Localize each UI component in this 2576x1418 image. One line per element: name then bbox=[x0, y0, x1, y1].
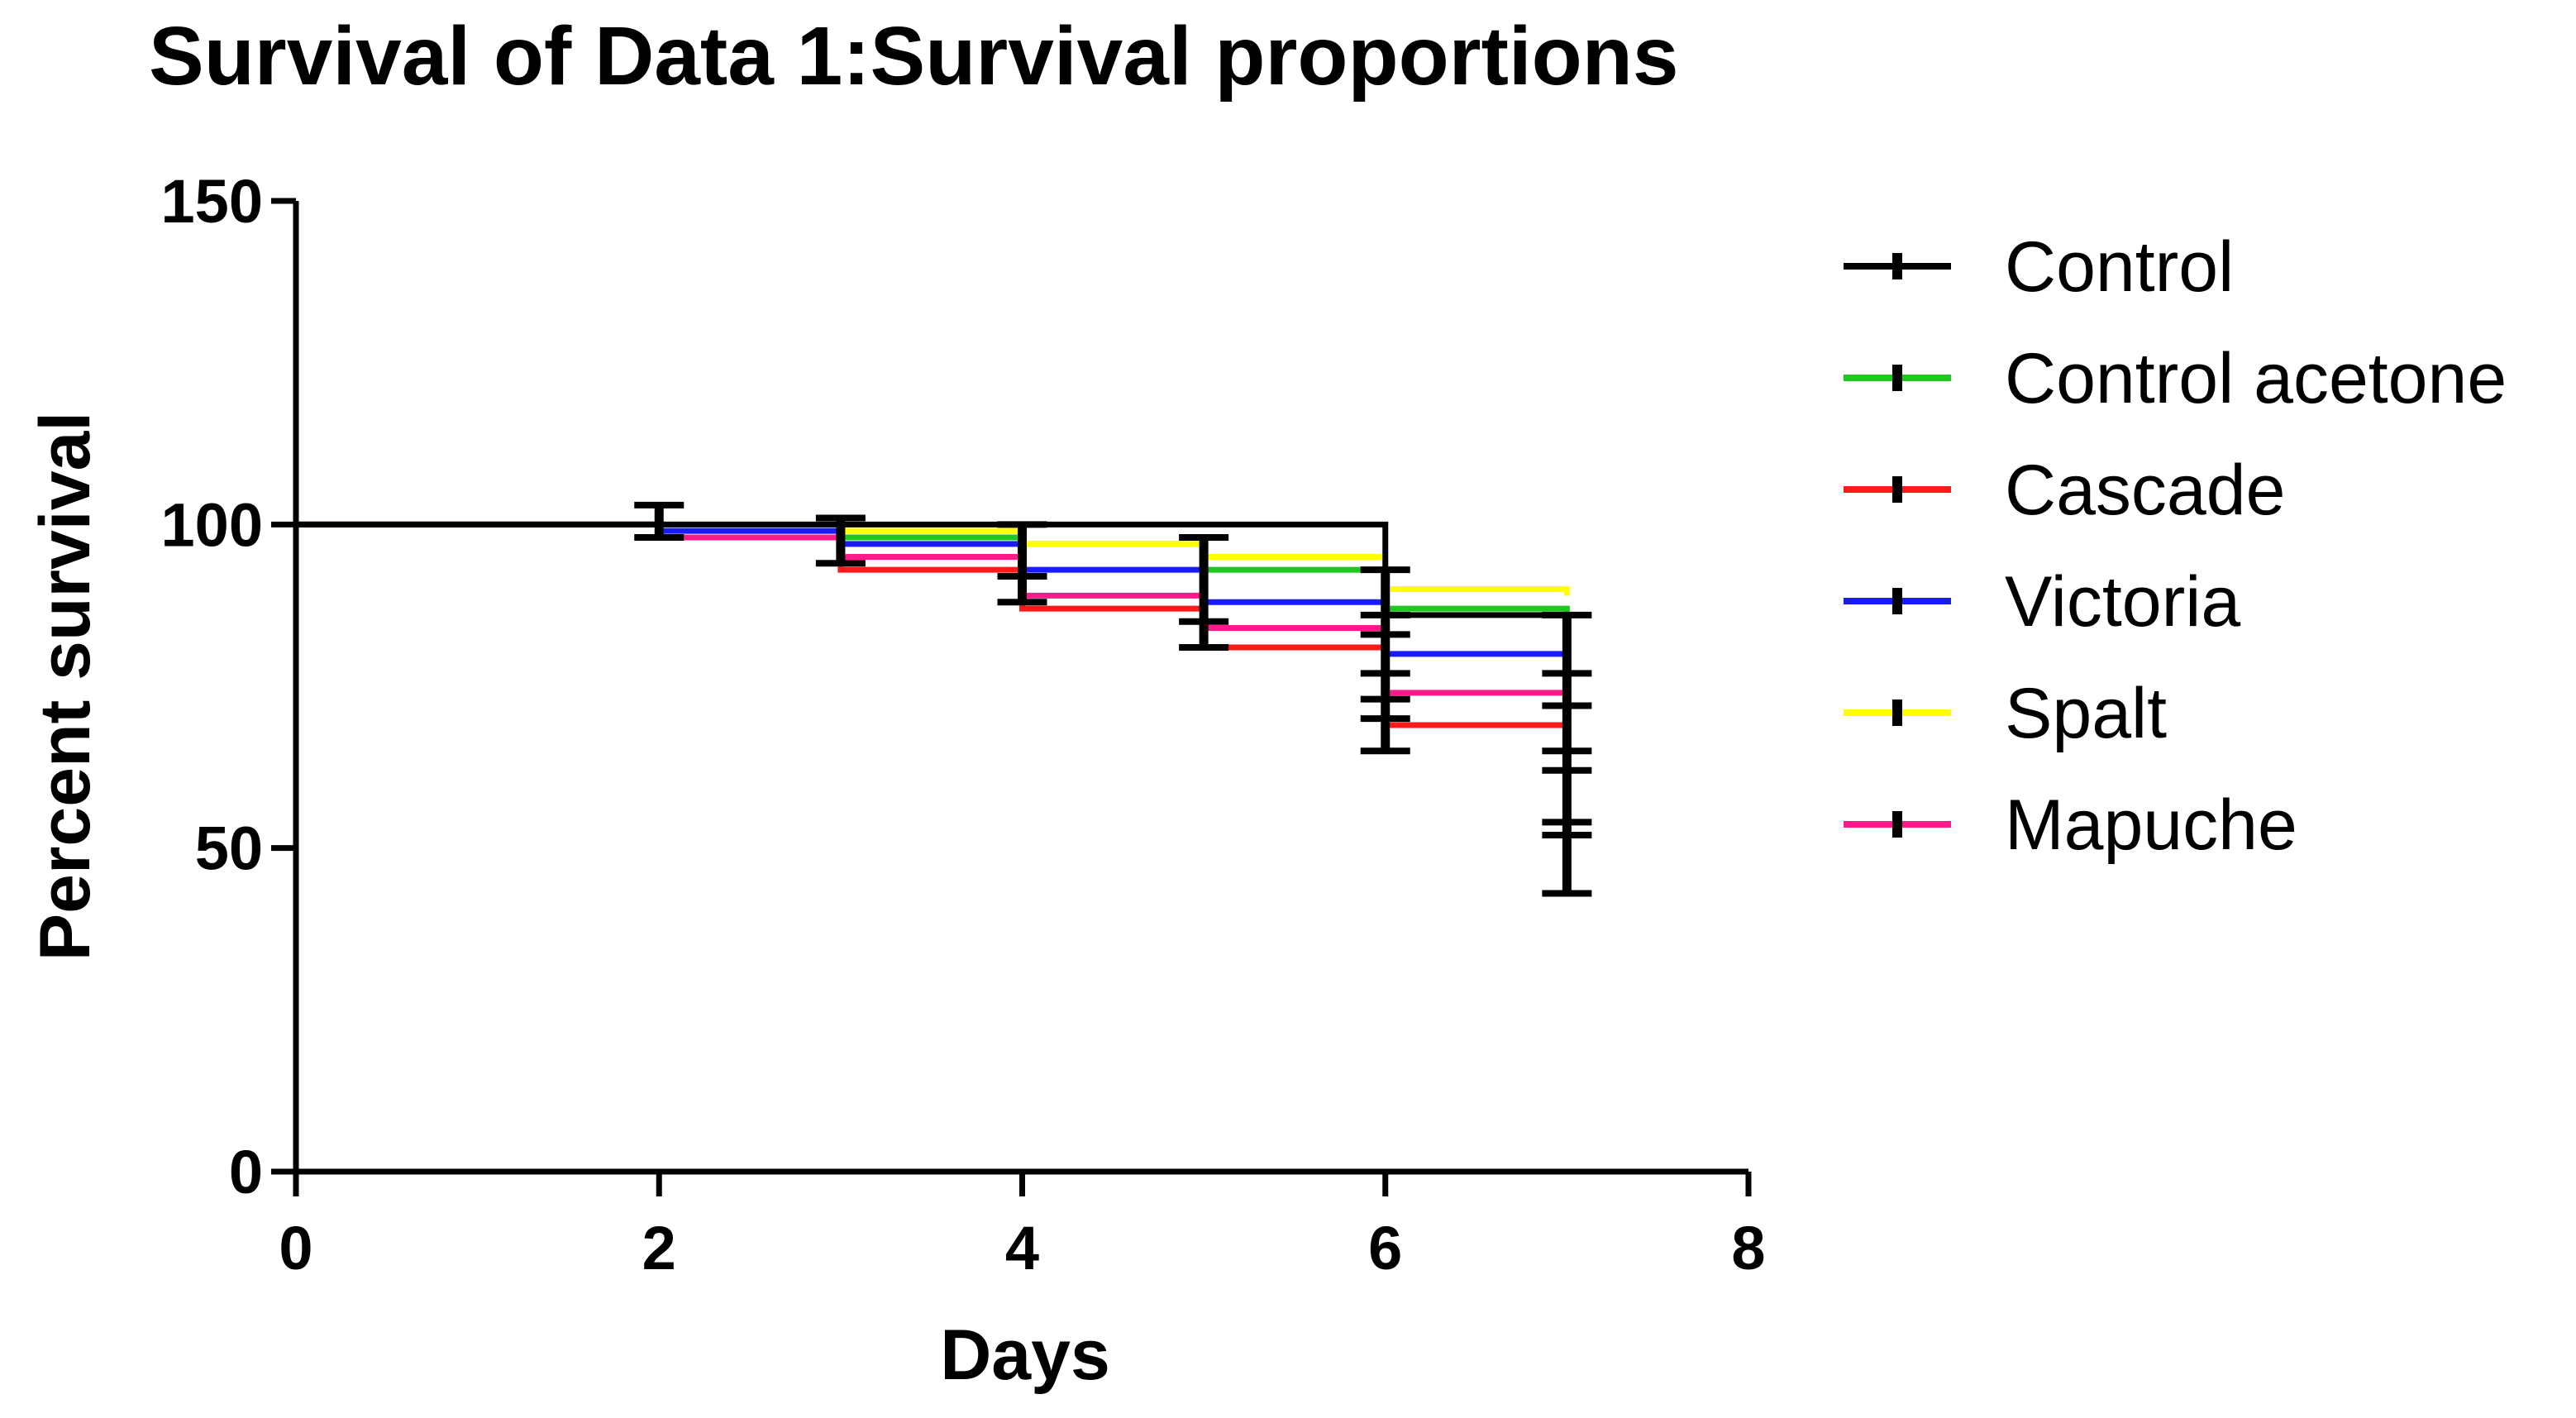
x-tick-label: 4 bbox=[1005, 1214, 1039, 1282]
legend-label: Control bbox=[2005, 227, 2234, 307]
legend-item-spalt: Spalt bbox=[1844, 674, 2167, 753]
x-tick-label: 8 bbox=[1731, 1214, 1765, 1282]
x-tick-label: 2 bbox=[642, 1214, 676, 1282]
legend-item-control: Control bbox=[1844, 227, 2234, 307]
x-axis-label: Days bbox=[940, 1315, 1110, 1395]
x-tick-label: 0 bbox=[279, 1214, 312, 1282]
legend-label: Victoria bbox=[2005, 562, 2240, 642]
chart-title: Survival of Data 1:Survival proportions bbox=[149, 10, 1678, 103]
legend: Control Control acetone Cascade Victoria Spa… bbox=[1844, 227, 2507, 865]
y-tick-label: 0 bbox=[229, 1138, 263, 1206]
legend-item-mapuche: Mapuche bbox=[1844, 785, 2297, 865]
plot-area: 0 50 100 150 0 2 4 6 8 bbox=[161, 167, 1766, 1282]
y-axis-label: Percent survival bbox=[26, 412, 105, 961]
y-tick-label: 100 bbox=[161, 490, 263, 559]
legend-item-cascade: Cascade bbox=[1844, 451, 2285, 530]
legend-label: Cascade bbox=[2005, 451, 2285, 530]
legend-item-control-acetone: Control acetone bbox=[1844, 339, 2507, 418]
legend-label: Spalt bbox=[2005, 674, 2167, 753]
y-tick-label: 50 bbox=[195, 814, 263, 883]
legend-item-victoria: Victoria bbox=[1844, 562, 2240, 642]
legend-label: Control acetone bbox=[2005, 339, 2507, 418]
series-line-mapuche bbox=[296, 521, 1567, 696]
x-tick-label: 6 bbox=[1368, 1214, 1402, 1282]
y-tick-label: 150 bbox=[161, 167, 263, 236]
legend-label: Mapuche bbox=[2005, 785, 2297, 865]
